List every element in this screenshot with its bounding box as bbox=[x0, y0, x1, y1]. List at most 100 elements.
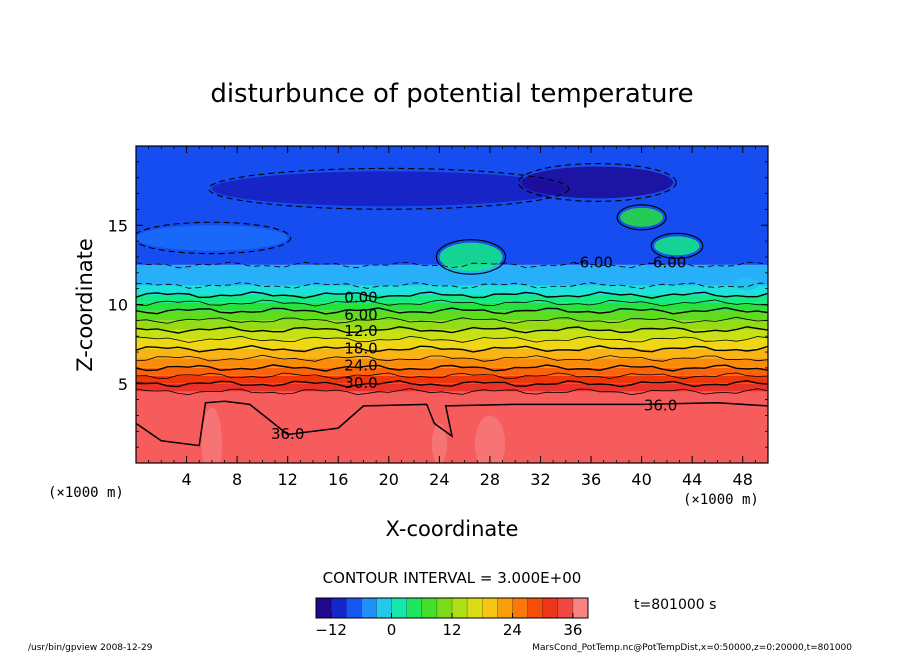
contour-line bbox=[650, 232, 704, 259]
heat-band bbox=[136, 294, 768, 303]
x-tick-label: 4 bbox=[181, 470, 191, 489]
field-feature bbox=[620, 207, 664, 227]
colorbar-segment bbox=[542, 598, 559, 618]
field-feature bbox=[439, 242, 503, 272]
colorbar-ticks: −12 0 12 24 36 bbox=[315, 613, 582, 639]
colorbar-segment bbox=[527, 598, 544, 618]
field-feature bbox=[733, 277, 760, 291]
y-axis-label: Z-coordinate bbox=[73, 238, 97, 372]
colorbar-segment bbox=[497, 598, 513, 618]
contour-line bbox=[136, 316, 768, 324]
x-tick-label: 44 bbox=[682, 470, 702, 489]
contour-line bbox=[517, 163, 677, 202]
heat-band bbox=[136, 320, 768, 330]
colorbar-segment bbox=[361, 598, 377, 618]
heat-band bbox=[136, 302, 768, 311]
colorbar-segment bbox=[346, 598, 362, 618]
contour-line bbox=[136, 372, 768, 380]
contour-line bbox=[136, 306, 768, 315]
heat-band bbox=[136, 375, 768, 384]
contour-line bbox=[136, 379, 768, 388]
contour-label: 36.0 bbox=[271, 425, 304, 443]
colorbar-segment bbox=[421, 598, 438, 618]
colorbar-segment bbox=[391, 598, 408, 618]
colorbar-segment bbox=[316, 598, 332, 618]
field-feature bbox=[201, 407, 222, 463]
colorbar-segment bbox=[572, 598, 589, 618]
contour-line bbox=[435, 239, 507, 275]
x-tick-label: 20 bbox=[379, 470, 399, 489]
colorbar-segment bbox=[467, 598, 483, 618]
colorbar-segment bbox=[557, 598, 574, 618]
colorbar-tick-label: 24 bbox=[503, 621, 522, 639]
heat-band bbox=[136, 329, 768, 340]
contour-line bbox=[136, 364, 768, 372]
field-feature bbox=[474, 415, 506, 463]
colorbar bbox=[315, 598, 589, 618]
heat-band bbox=[136, 285, 768, 295]
contour-line bbox=[136, 400, 768, 447]
colorbar-segment bbox=[406, 598, 423, 618]
x-unit-left: (×1000 m) bbox=[48, 485, 124, 501]
x-tick-label: 36 bbox=[581, 470, 601, 489]
x-axis-ticks: 4 8 12 16 20 24 28 32 36 40 44 48 bbox=[148, 146, 756, 489]
footer-source: MarsCond_PotTemp.nc@PotTempDist,x=0:5000… bbox=[532, 643, 852, 653]
contour-interval: CONTOUR INTERVAL = 3.000E+00 bbox=[323, 569, 582, 587]
field-feature bbox=[211, 171, 566, 207]
contour-label: 24.0 bbox=[344, 357, 377, 375]
contour-label: 0.00 bbox=[344, 289, 377, 307]
heat-band bbox=[136, 358, 768, 368]
contour-line bbox=[136, 354, 768, 362]
colorbar-tick-label: 12 bbox=[442, 621, 461, 639]
contour-label: 18.0 bbox=[344, 339, 377, 357]
contour-line bbox=[136, 335, 768, 343]
time-stamp: t=801000 s bbox=[634, 597, 716, 613]
colorbar-segment bbox=[331, 598, 347, 618]
heat-band bbox=[136, 264, 768, 286]
x-tick-label: 48 bbox=[733, 470, 753, 489]
colorbar-tick-label: −12 bbox=[315, 621, 347, 639]
contour-label: 6.00 bbox=[344, 306, 377, 324]
y-tick-label: 10 bbox=[108, 296, 128, 315]
x-tick-label: 40 bbox=[631, 470, 651, 489]
contour-line bbox=[136, 299, 768, 307]
contour-line bbox=[136, 221, 292, 255]
x-tick-label: 28 bbox=[480, 470, 500, 489]
field-feature bbox=[431, 423, 447, 463]
contour-line bbox=[136, 291, 768, 299]
colorbar-segment bbox=[512, 598, 529, 618]
x-tick-label: 12 bbox=[278, 470, 298, 489]
contour-line bbox=[136, 281, 768, 289]
x-axis-label: X-coordinate bbox=[386, 517, 519, 541]
heat-band bbox=[136, 339, 768, 349]
x-tick-label: 16 bbox=[328, 470, 348, 489]
colorbar-tick-label: 36 bbox=[563, 621, 582, 639]
contour-label: 36.0 bbox=[644, 396, 677, 414]
heat-band bbox=[136, 348, 768, 359]
contour-line bbox=[136, 344, 768, 353]
contour-label: 12.0 bbox=[344, 322, 377, 340]
contour-lines bbox=[136, 163, 768, 447]
colorbar-tick-label: 0 bbox=[387, 621, 397, 639]
colorbar-segment bbox=[452, 598, 468, 618]
contour-label: -6.00 bbox=[574, 254, 613, 272]
colorbar-segment bbox=[482, 598, 498, 618]
chart-title: disturbunce of potential temperature bbox=[210, 79, 693, 109]
heat-band bbox=[136, 310, 768, 321]
heat-band bbox=[136, 383, 768, 392]
y-axis-ticks: 5 10 15 bbox=[108, 161, 768, 448]
colorbar-segment bbox=[376, 598, 393, 618]
footer-program: /usr/bin/gpview 2008-12-29 bbox=[28, 643, 153, 653]
field-feature bbox=[136, 225, 288, 251]
contour-line bbox=[616, 204, 667, 231]
contour-label: 30.0 bbox=[344, 374, 377, 392]
field-feature bbox=[521, 166, 674, 199]
y-tick-label: 15 bbox=[108, 216, 128, 235]
contour-line bbox=[208, 167, 570, 210]
x-tick-label: 32 bbox=[530, 470, 550, 489]
contour-line bbox=[136, 388, 768, 396]
x-unit-right: (×1000 m) bbox=[683, 492, 759, 508]
y-tick-label: 5 bbox=[118, 375, 128, 394]
